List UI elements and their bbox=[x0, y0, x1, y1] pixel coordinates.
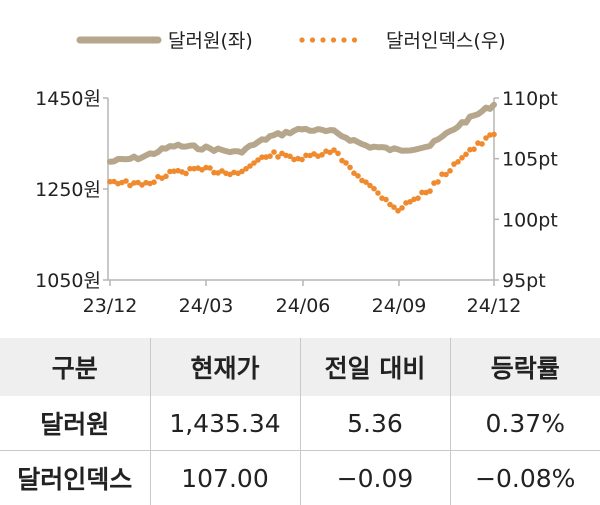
series-dxy-point bbox=[479, 141, 485, 147]
y-left-tick-label: 1250원 bbox=[35, 179, 101, 201]
legend-swatch-dxy-dot bbox=[341, 37, 346, 42]
series-dxy-point bbox=[471, 146, 477, 152]
series-dxy-point bbox=[343, 160, 349, 166]
series-dxy-point bbox=[455, 159, 461, 165]
series-dxy-point bbox=[427, 188, 433, 194]
series-dxy-point bbox=[347, 165, 353, 171]
series-dxy-point bbox=[299, 157, 305, 163]
series-dxy-point bbox=[335, 151, 341, 157]
row-change: −0.09 bbox=[300, 451, 450, 505]
header-current-price: 현재가 bbox=[150, 338, 300, 396]
legend-label-usdkrw: 달러원(좌) bbox=[168, 30, 253, 52]
row-change: 5.36 bbox=[300, 396, 450, 451]
y-left-tick-label: 1450원 bbox=[35, 88, 101, 110]
series-dxy-point bbox=[123, 178, 129, 184]
table-row: 달러인덱스 107.00 −0.09 −0.08% bbox=[0, 451, 600, 505]
series-dxy-point bbox=[371, 186, 377, 192]
plot-area bbox=[107, 105, 497, 214]
x-tick-label: 24/09 bbox=[372, 295, 427, 317]
series-dxy-point bbox=[463, 152, 469, 158]
x-tick-label: 24/03 bbox=[179, 295, 234, 317]
series-dxy-point bbox=[399, 205, 405, 211]
series-dxy-point bbox=[163, 174, 169, 180]
legend-label-dxy: 달러인덱스(우) bbox=[386, 30, 506, 52]
series-dxy-point bbox=[447, 168, 453, 174]
row-rate: −0.08% bbox=[450, 451, 600, 505]
y-left-tick-label: 1050원 bbox=[35, 270, 101, 292]
header-category: 구분 bbox=[0, 338, 150, 396]
chart-axes: 1450원 1250원 1050원 110pt 105pt 100pt 95pt 23/12 2… bbox=[35, 88, 558, 317]
series-dxy-point bbox=[183, 171, 189, 177]
series-dxy-point bbox=[435, 179, 441, 185]
legend-swatch-dxy-dot bbox=[352, 37, 357, 42]
y-right-tick-label: 100pt bbox=[502, 209, 558, 231]
row-price: 1,435.34 bbox=[150, 396, 300, 451]
row-price: 107.00 bbox=[150, 451, 300, 505]
x-tick-label: 24/06 bbox=[276, 295, 331, 317]
row-rate: 0.37% bbox=[450, 396, 600, 451]
row-name: 달러원 bbox=[0, 396, 150, 451]
x-tick-label: 23/12 bbox=[83, 295, 138, 317]
y-right-tick-label: 95pt bbox=[502, 270, 546, 292]
chart-legend: 달러원(좌) 달러인덱스(우) bbox=[80, 30, 506, 52]
x-tick-label: 24/12 bbox=[467, 295, 522, 317]
y-right-tick-label: 105pt bbox=[502, 149, 558, 171]
legend-swatch-dxy-dot bbox=[320, 37, 325, 42]
series-dxy-point bbox=[207, 165, 213, 171]
series-dxy-point bbox=[271, 149, 277, 155]
row-name: 달러인덱스 bbox=[0, 451, 150, 505]
header-prev-day-change: 전일 대비 bbox=[300, 338, 450, 396]
series-dxy-point bbox=[375, 190, 381, 196]
series-dxy-point bbox=[415, 195, 421, 201]
legend-swatch-dxy-dot bbox=[310, 37, 315, 42]
series-dxy-point bbox=[491, 132, 497, 138]
legend-swatch-dxy-dot bbox=[331, 37, 336, 42]
fx-line-chart: 달러원(좌) 달러인덱스(우) 1450원 1250원 1050원 110pt 105pt… bbox=[0, 0, 600, 330]
series-dxy-point bbox=[383, 197, 389, 203]
header-change-rate: 등락률 bbox=[450, 338, 600, 396]
series-dxy-point bbox=[355, 173, 361, 179]
y-right-tick-label: 110pt bbox=[502, 88, 558, 110]
table-header-row: 구분 현재가 전일 대비 등락률 bbox=[0, 338, 600, 396]
table-row: 달러원 1,435.34 5.36 0.37% bbox=[0, 396, 600, 451]
fx-summary-table: 구분 현재가 전일 대비 등락률 달러원 1,435.34 5.36 0.37%… bbox=[0, 338, 600, 505]
legend-swatch-dxy-dot bbox=[299, 37, 304, 42]
series-usdkrw-line bbox=[110, 105, 494, 162]
series-dxy-point bbox=[267, 153, 273, 159]
series-dxy-point bbox=[151, 179, 157, 185]
